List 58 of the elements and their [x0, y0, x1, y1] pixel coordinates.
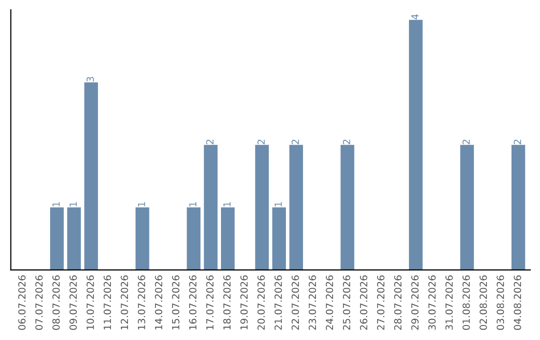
- data-label: 2: [342, 140, 350, 144]
- x-tick-label: 18.07.2026: [223, 275, 231, 330]
- x-tick-label: 22.07.2026: [292, 275, 299, 330]
- bar: [204, 144, 218, 270]
- bar: [408, 20, 423, 270]
- x-tick-label: 12.07.2026: [120, 275, 128, 330]
- x-tick-label: 02.08.2026: [480, 275, 487, 330]
- x-tick-label: 26.07.2026: [360, 275, 368, 330]
- x-tick-label: 27.07.2026: [377, 275, 384, 330]
- x-tick-label: 31.07.2026: [445, 275, 453, 330]
- bar: [220, 207, 235, 270]
- data-label: 1: [70, 202, 77, 206]
- bar: [460, 144, 474, 270]
- x-tick-label: 16.07.2026: [189, 275, 196, 330]
- bar: [255, 144, 269, 270]
- x-tick-label: 11.07.2026: [104, 275, 112, 330]
- bar: [340, 144, 354, 270]
- bar: [186, 207, 200, 270]
- x-tick-label: 08.07.2026: [52, 275, 60, 330]
- x-tick-label: 17.07.2026: [206, 275, 214, 330]
- data-label: 2: [257, 140, 265, 144]
- x-tick-label: 24.07.2026: [326, 275, 334, 330]
- x-tick-label: 01.08.2026: [462, 275, 470, 330]
- data-label: 1: [189, 202, 196, 206]
- x-tick-label: 14.07.2026: [154, 275, 162, 330]
- bar: [272, 207, 286, 270]
- data-label: 1: [52, 202, 60, 206]
- data-label: 4: [411, 14, 418, 20]
- data-label: 2: [292, 140, 299, 144]
- x-tick-label: 21.07.2026: [274, 275, 282, 330]
- x-tick-label: 04.08.2026: [514, 275, 522, 330]
- data-label: 1: [138, 202, 146, 206]
- bar: [289, 144, 304, 270]
- x-tick-label: 29.07.2026: [411, 275, 419, 330]
- x-tick-label: 15.07.2026: [172, 275, 180, 330]
- bar: [511, 144, 526, 270]
- x-tick-label: 30.07.2026: [428, 275, 436, 330]
- x-tick-label: 09.07.2026: [69, 275, 77, 330]
- x-tick-label: 06.07.2026: [18, 275, 26, 330]
- x-tick-label: 20.07.2026: [257, 275, 265, 330]
- data-label: 1: [223, 202, 230, 206]
- data-label: 2: [206, 140, 214, 144]
- x-tick-label: 03.08.2026: [496, 275, 504, 330]
- x-tick-label: 07.07.2026: [35, 275, 43, 330]
- data-label: 2: [462, 140, 470, 144]
- data-label: 3: [86, 76, 94, 82]
- x-tick-label: 13.07.2026: [138, 275, 146, 330]
- x-tick-label: 19.07.2026: [240, 275, 248, 330]
- data-label: 1: [274, 202, 282, 206]
- bar: [67, 207, 81, 270]
- bar: [136, 207, 150, 270]
- bar: [84, 82, 98, 270]
- data-label: 2: [514, 140, 521, 144]
- x-tick-label: 28.07.2026: [394, 275, 402, 330]
- x-tick-label: 25.07.2026: [342, 275, 350, 330]
- x-tick-label: 10.07.2026: [86, 275, 94, 330]
- x-tick-label: 23.07.2026: [308, 275, 316, 330]
- bar: [50, 207, 64, 270]
